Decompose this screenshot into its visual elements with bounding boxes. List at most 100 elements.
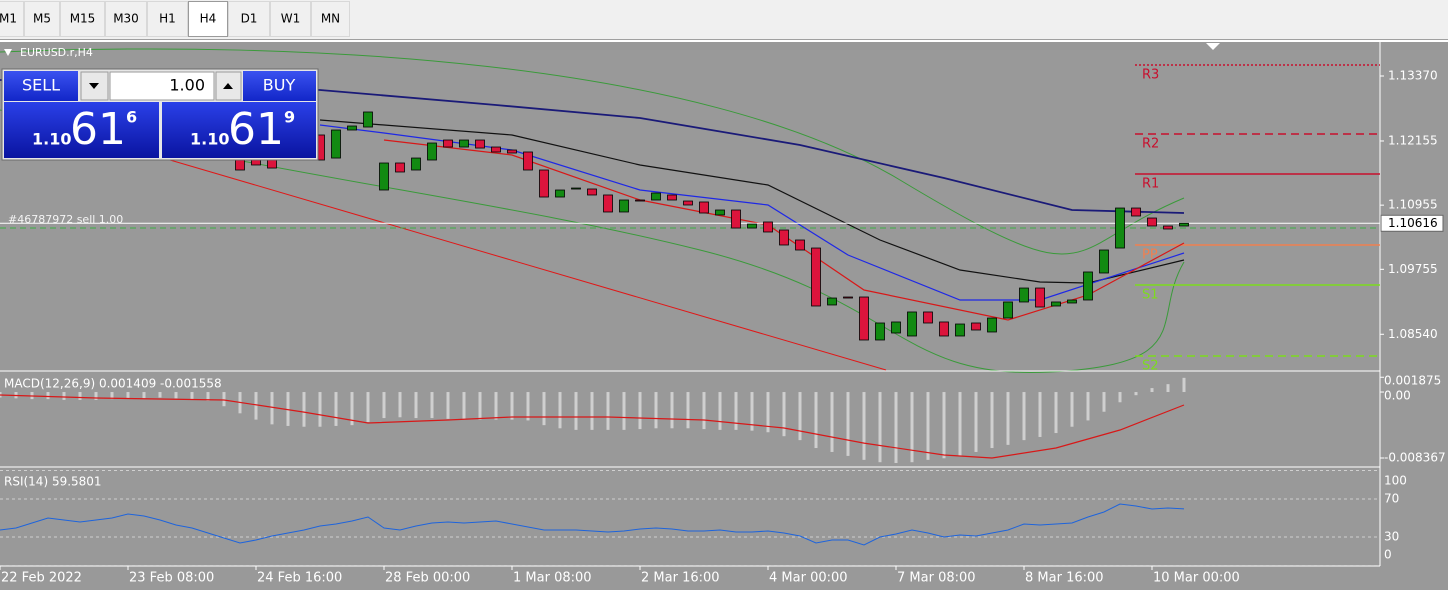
candle <box>459 139 469 148</box>
candle <box>715 209 725 216</box>
timeframe-button[interactable] <box>228 1 270 37</box>
macd-histogram-bar <box>1118 392 1122 403</box>
buy-button[interactable] <box>243 71 316 101</box>
buy-label[interactable]: BUY <box>263 76 296 95</box>
timeframe-label[interactable]: H1 <box>159 12 176 26</box>
candle <box>251 159 261 166</box>
candle <box>891 321 901 334</box>
macd-histogram-bar <box>206 392 210 401</box>
timeframe-label[interactable]: M1 <box>0 12 17 26</box>
sell-price-box[interactable] <box>4 102 159 158</box>
macd-histogram-bar <box>318 392 322 427</box>
candle <box>955 323 965 337</box>
sell-button[interactable] <box>4 71 78 101</box>
candle <box>427 142 437 161</box>
candle <box>779 229 789 246</box>
current-price-box <box>1380 214 1444 232</box>
candle <box>395 162 405 173</box>
plot-area <box>0 48 1185 374</box>
macd-histogram-bar <box>574 392 578 430</box>
candle <box>827 297 837 306</box>
price-tick-label: 1.12155 <box>1388 133 1438 147</box>
candle <box>571 187 581 190</box>
macd-histogram-bar <box>526 392 530 421</box>
rsi-tick-label: 30 <box>1384 530 1399 544</box>
macd-histogram-bar <box>846 392 850 456</box>
candle <box>491 146 501 153</box>
candle <box>555 189 565 198</box>
timeframe-toolbar: M1 M5 M15 M30 H1 H4 D1 W1 MN <box>0 1 350 37</box>
macd-histogram-bar <box>926 392 930 460</box>
macd-histogram-bar <box>830 392 834 452</box>
macd-histogram-bar <box>1102 392 1106 412</box>
timeframe-label[interactable]: D1 <box>241 12 258 26</box>
macd-histogram-bar <box>222 392 226 407</box>
macd-histogram-bar <box>462 392 466 420</box>
sell-label[interactable]: SELL <box>22 76 60 95</box>
up-arrow <box>223 83 233 89</box>
candle <box>443 139 453 148</box>
time-axis-label: 22 Feb 2022 <box>1 571 82 586</box>
macd-histogram-bar <box>1070 392 1074 427</box>
macd-histogram-bar <box>958 392 962 456</box>
timeframe-button[interactable] <box>24 1 60 37</box>
macd-histogram-bar <box>990 392 994 449</box>
candle <box>859 296 869 341</box>
macd-histogram-bar <box>142 392 146 399</box>
macd-tick-label: -0.008367 <box>1384 451 1446 465</box>
macd-histogram-bar <box>398 392 402 418</box>
timeframe-button[interactable] <box>105 1 147 37</box>
timeframe-button[interactable] <box>270 1 311 37</box>
macd-histogram-bar <box>126 392 130 399</box>
timeframe-label[interactable]: H4 <box>200 12 217 26</box>
macd-histogram-bar <box>1150 388 1154 393</box>
timeframe-button[interactable] <box>0 1 24 37</box>
symbol-label: EURUSD.r,H4 <box>20 46 93 59</box>
chart-top-border <box>0 40 1448 42</box>
candle <box>363 111 373 128</box>
timeframe-button[interactable] <box>147 1 188 37</box>
buy-price-box[interactable] <box>162 102 316 158</box>
time-axis-label: 2 Mar 16:00 <box>641 571 720 586</box>
macd-histogram-bar <box>1086 392 1090 421</box>
macd-histogram-bar <box>110 392 114 400</box>
timeframe-button[interactable] <box>311 1 350 37</box>
volume-input[interactable] <box>109 71 215 101</box>
candle <box>539 169 549 198</box>
time-axis-label: 10 Mar 00:00 <box>1153 571 1240 586</box>
timeframe-label[interactable]: M15 <box>70 12 96 26</box>
timeframe-label[interactable]: M5 <box>33 12 51 26</box>
timeframe-label[interactable]: MN <box>321 12 340 26</box>
macd-histogram-bar <box>1166 384 1170 393</box>
macd-histogram-bar <box>974 392 978 452</box>
candle <box>347 125 357 131</box>
macd-histogram-bar <box>878 392 882 463</box>
indicator-title: MACD(12,26,9) 0.001409 -0.001558 <box>4 377 222 391</box>
down-arrow <box>89 83 99 89</box>
volume-value[interactable]: 1.00 <box>169 76 205 95</box>
moving-average <box>319 124 1185 301</box>
timeframe-label[interactable]: M30 <box>113 12 139 26</box>
macd-histogram-bar <box>750 392 754 431</box>
macd-histogram-bar <box>814 392 818 449</box>
candle <box>875 322 885 341</box>
macd-histogram-bar <box>734 392 738 430</box>
timeframe-button[interactable] <box>60 1 105 37</box>
buy-price-pips: 61 <box>228 104 284 155</box>
macd-histogram-bar <box>62 392 66 400</box>
macd-histogram-bar <box>782 392 786 437</box>
candle <box>235 159 245 171</box>
macd-histogram-bar <box>494 392 498 420</box>
candle <box>411 157 421 171</box>
price-tick-label: 1.13370 <box>1388 69 1438 83</box>
timeframe-label[interactable]: W1 <box>281 12 301 26</box>
pivot-label: R3 <box>1142 67 1159 82</box>
timeframe-button[interactable] <box>188 1 228 37</box>
time-axis-label: 7 Mar 08:00 <box>897 571 976 586</box>
candle <box>1163 225 1173 230</box>
pivot-label: S2 <box>1142 358 1159 373</box>
sell-price-pips: 61 <box>70 104 126 155</box>
one-click-trading-panel: SELL 1.00 BUY 1.10 61 6 1.10 61 9 <box>1 68 319 161</box>
macd-histogram-bar <box>1182 377 1186 393</box>
